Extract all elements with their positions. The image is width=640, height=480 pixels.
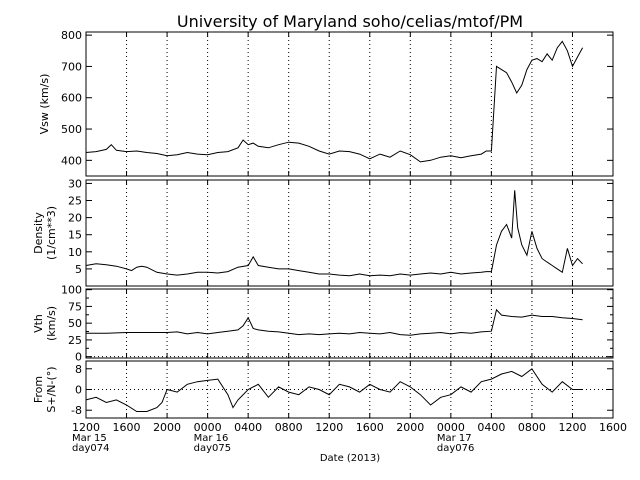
y-tick-label: 600: [61, 92, 82, 105]
x-tick-label: 0000: [437, 421, 465, 434]
day-label: day074: [72, 443, 109, 454]
y-tick-label: 0: [75, 384, 82, 397]
x-tick-label: 2000: [153, 421, 181, 434]
y-axis-label: FromS+/N-(°): [32, 366, 58, 412]
x-tick-label: 0800: [518, 421, 546, 434]
y-tick-label: 25: [68, 334, 82, 347]
x-tick-label: 1200: [72, 421, 100, 434]
date-label: Mar 16: [194, 433, 229, 444]
x-tick-label: 0800: [275, 421, 303, 434]
x-tick-label: 2000: [396, 421, 424, 434]
y-tick-label: 15: [68, 229, 82, 242]
y-axis-label: Vth(km/s): [32, 306, 58, 341]
y-axis-label: Vsw (km/s): [38, 74, 51, 135]
y-tick-label: 20: [68, 212, 82, 225]
y-tick-label: 8: [75, 363, 82, 376]
y-tick-label: 100: [61, 284, 82, 297]
y-tick-label: 50: [68, 317, 82, 330]
y-tick-label: 30: [68, 177, 82, 190]
panel-frame: [85, 360, 614, 419]
y-tick-label: 25: [68, 195, 82, 208]
y-tick-label: 0: [75, 351, 82, 364]
panel-frame: [85, 31, 614, 177]
panel-frame: [85, 179, 614, 287]
x-tick-label: 0400: [234, 421, 262, 434]
x-tick-label: 1600: [356, 421, 384, 434]
panel-frame: [85, 288, 614, 359]
date-label: Mar 17: [437, 433, 472, 444]
y-tick-label: 700: [61, 60, 82, 73]
x-tick-label: 1600: [113, 421, 141, 434]
chart-title: University of Maryland soho/celias/mtof/…: [177, 12, 523, 31]
y-tick-label: 500: [61, 123, 82, 136]
panel-1: 400 500 600 700 800 Vsw (km/s): [38, 29, 614, 177]
data-series: [85, 368, 583, 412]
data-series: [86, 308, 583, 336]
day-label: day076: [437, 443, 474, 454]
data-series: [85, 40, 584, 163]
y-tick-label: -8: [71, 404, 82, 417]
panel-2: 5 10 15 20 25 30 Density(1/cm**3): [32, 177, 614, 287]
y-axis-label: Density(1/cm**3): [32, 206, 58, 260]
x-tick-label: 0000: [194, 421, 222, 434]
x-axis-label: Date (2013): [320, 453, 380, 464]
x-tick-label: 0400: [477, 421, 505, 434]
y-tick-label: 800: [61, 29, 82, 42]
y-tick-label: 10: [68, 246, 82, 259]
x-tick-label: 1200: [315, 421, 343, 434]
x-tick-label: 1200: [558, 421, 586, 434]
date-label: Mar 15: [72, 433, 107, 444]
y-tick-label: 400: [61, 154, 82, 167]
x-axis: 1200 1600 2000 0000 0400 0800 1200 1600 2000 0000…: [72, 421, 627, 454]
x-tick-label: 1600: [599, 421, 627, 434]
data-series: [85, 190, 583, 277]
y-tick-label: 5: [75, 263, 82, 276]
y-tick-label: 75: [68, 300, 82, 313]
panel-4: -8 0 8 FromS+/N-(°): [32, 360, 614, 419]
day-label: day075: [194, 443, 231, 454]
